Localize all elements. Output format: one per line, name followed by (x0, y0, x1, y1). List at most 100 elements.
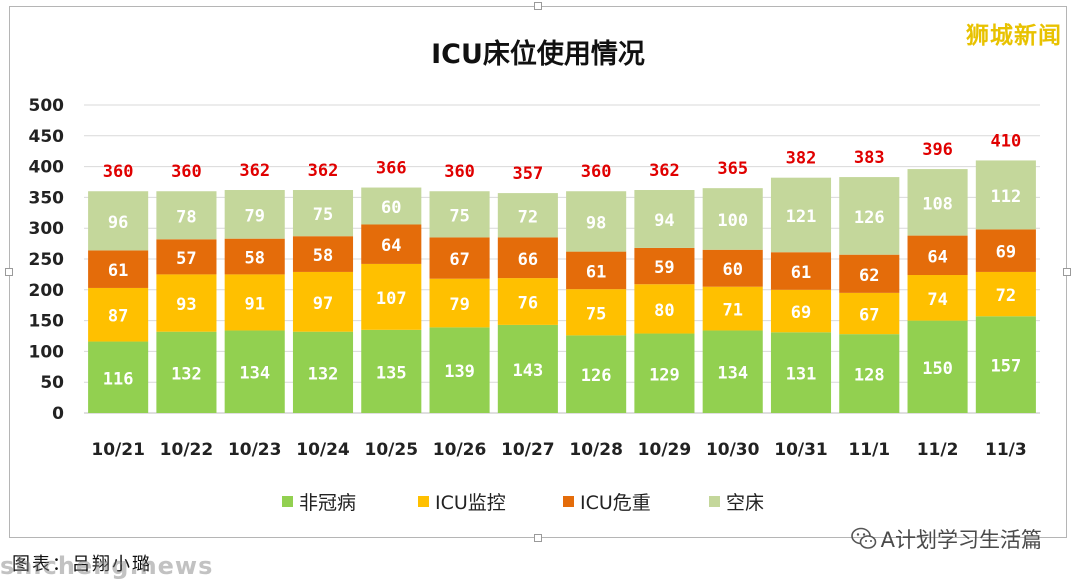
chart-title: ICU床位使用情况 (431, 38, 645, 70)
bar-value-label: 134 (239, 364, 270, 384)
bar-value-label: 121 (786, 207, 817, 227)
bar-segment-2 (907, 275, 968, 321)
bar-segment-3 (497, 237, 558, 279)
bar-value-label: 67 (449, 250, 469, 270)
bar-total-label: 357 (512, 164, 543, 184)
bar-segment-1 (429, 327, 490, 413)
bar-segment-2 (88, 287, 149, 342)
y-tick-label: 150 (29, 312, 65, 332)
bar-total-label: 360 (444, 162, 475, 182)
bar-value-label: 129 (649, 365, 680, 385)
resize-handle-right[interactable] (1063, 268, 1071, 276)
bar-segment-4 (361, 187, 422, 225)
y-tick-label: 0 (52, 404, 64, 424)
bar-value-label: 75 (449, 206, 469, 226)
bar-segment-1 (634, 333, 695, 413)
bar-segment-1 (224, 330, 285, 413)
bar-value-label: 61 (108, 261, 128, 281)
bar-value-label: 139 (444, 362, 475, 382)
bar-segment-4 (224, 190, 285, 239)
resize-handle-bottom[interactable] (534, 534, 542, 542)
bar-value-label: 67 (859, 306, 879, 326)
bar-value-label: 94 (654, 211, 674, 231)
bar-total-label: 383 (854, 148, 885, 168)
x-tick-label: 10/22 (160, 440, 214, 460)
bar-value-label: 76 (518, 294, 538, 314)
bar-segment-1 (292, 331, 354, 413)
bar-value-label: 60 (381, 198, 401, 218)
bar-value-label: 116 (103, 369, 134, 389)
bar-segment-3 (88, 250, 149, 288)
legend-label: 空床 (726, 492, 764, 514)
bar-value-label: 69 (791, 303, 811, 323)
bar-value-label: 78 (176, 207, 196, 227)
x-tick-label: 10/23 (228, 440, 282, 460)
bar-value-label: 143 (512, 361, 543, 381)
bar-segment-4 (907, 169, 968, 236)
bar-segment-3 (156, 239, 217, 275)
x-tick-label: 10/29 (638, 440, 692, 460)
bar-value-label: 87 (108, 307, 128, 327)
y-tick-label: 250 (29, 250, 65, 270)
bar-value-label: 75 (586, 304, 606, 324)
bar-segment-2 (156, 274, 217, 332)
bar-value-label: 91 (244, 294, 264, 314)
bar-value-label: 135 (376, 363, 407, 383)
bar-value-label: 108 (922, 194, 953, 214)
x-tick-label: 10/27 (501, 440, 555, 460)
bar-value-label: 112 (990, 187, 1021, 207)
bar-value-label: 74 (927, 290, 947, 310)
bar-segment-1 (88, 341, 149, 413)
bar-segment-3 (224, 238, 285, 275)
bar-segment-3 (907, 235, 968, 276)
resize-handle-top[interactable] (534, 2, 542, 10)
bar-segment-2 (634, 284, 695, 334)
bar-total-label: 410 (990, 131, 1021, 151)
resize-handle-left[interactable] (5, 268, 13, 276)
y-tick-label: 300 (29, 219, 65, 239)
bar-value-label: 134 (717, 364, 748, 384)
bar-segment-2 (292, 271, 354, 332)
bar-value-label: 59 (654, 258, 674, 278)
chart-credit: 图表：吕翔小璐 (12, 554, 152, 575)
y-tick-label: 100 (29, 342, 65, 362)
bar-segment-1 (156, 331, 217, 413)
bar-value-label: 69 (996, 243, 1016, 263)
bar-total-label: 396 (922, 140, 953, 160)
bar-segment-2 (361, 263, 422, 330)
x-tick-label: 10/25 (365, 440, 419, 460)
y-tick-label: 50 (40, 373, 64, 393)
legend-label: ICU危重 (580, 492, 651, 514)
bar-value-label: 79 (244, 206, 264, 226)
bar-value-label: 62 (859, 266, 879, 286)
bar-value-label: 93 (176, 295, 196, 315)
bar-value-label: 79 (449, 295, 469, 315)
bar-segment-3 (566, 251, 627, 290)
legend-swatch (282, 496, 293, 507)
bar-value-label: 75 (313, 205, 333, 225)
bar-value-label: 131 (786, 365, 817, 385)
bar-value-label: 132 (308, 364, 339, 384)
bar-segment-4 (770, 177, 832, 253)
y-tick-label: 350 (29, 188, 65, 208)
bar-total-label: 360 (581, 162, 612, 182)
bar-value-label: 96 (108, 213, 128, 233)
legend-swatch (709, 496, 720, 507)
bar-segment-4 (702, 188, 763, 250)
bar-segment-4 (292, 190, 354, 237)
bar-value-label: 64 (927, 247, 947, 267)
x-tick-label: 11/2 (917, 440, 959, 460)
bar-segment-3 (770, 252, 832, 290)
bar-segment-2 (224, 274, 285, 331)
bar-segment-1 (839, 334, 900, 413)
bar-value-label: 60 (722, 260, 742, 280)
bar-total-label: 362 (308, 161, 339, 181)
bar-value-label: 61 (586, 262, 606, 282)
bar-total-label: 382 (786, 149, 817, 169)
wechat-icon (850, 527, 876, 549)
bar-value-label: 58 (244, 249, 264, 269)
x-tick-label: 10/31 (774, 440, 828, 460)
bar-segment-2 (839, 292, 900, 335)
bar-segment-4 (497, 193, 558, 238)
